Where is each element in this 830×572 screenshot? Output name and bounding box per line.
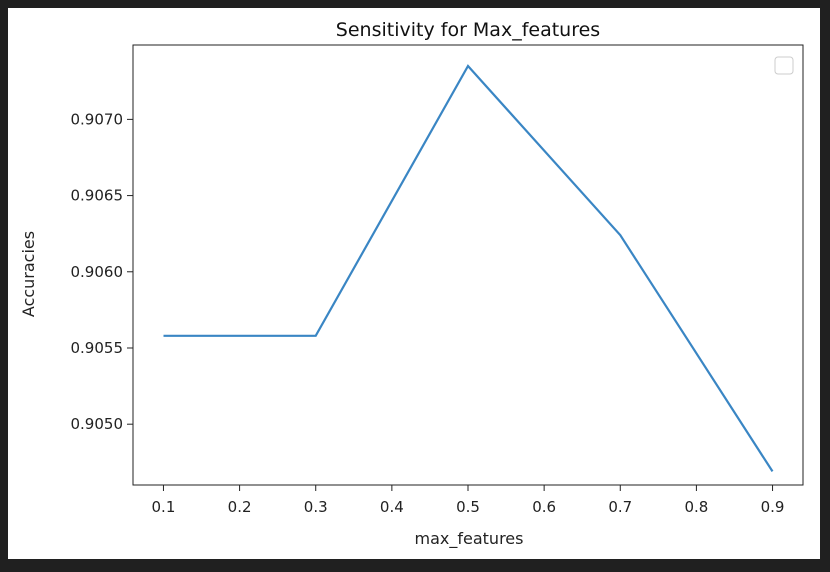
y-axis: 0.9050 0.9055 0.9060 0.9065 0.9070 — [71, 110, 133, 433]
figure-canvas: Sensitivity for Max_features 0.1 0.2 0.3 0.… — [8, 8, 820, 559]
line-chart: Sensitivity for Max_features 0.1 0.2 0.3 0.… — [19, 19, 804, 549]
y-tick-label: 0.9055 — [71, 339, 124, 357]
x-tick-label: 0.8 — [684, 498, 708, 516]
chart-title: Sensitivity for Max_features — [336, 19, 600, 41]
y-tick-label: 0.9065 — [71, 187, 124, 205]
x-tick-label: 0.9 — [761, 498, 785, 516]
x-axis: 0.1 0.2 0.3 0.4 0.5 0.6 0.7 0.8 0.9 — [152, 485, 785, 516]
y-tick-label: 0.9060 — [71, 263, 124, 281]
y-axis-label: Accuracies — [19, 231, 38, 317]
x-tick-label: 0.5 — [456, 498, 480, 516]
x-tick-label: 0.6 — [532, 498, 556, 516]
x-tick-label: 0.4 — [380, 498, 404, 516]
plot-area — [132, 44, 804, 486]
y-tick-label: 0.9050 — [71, 415, 124, 433]
legend-box — [774, 56, 794, 75]
x-tick-label: 0.2 — [228, 498, 252, 516]
x-tick-label: 0.1 — [152, 498, 176, 516]
y-tick-label: 0.9070 — [71, 110, 124, 128]
x-tick-label: 0.7 — [608, 498, 632, 516]
x-tick-label: 0.3 — [304, 498, 328, 516]
x-axis-label: max_features — [415, 529, 524, 549]
series-line-accuracies — [163, 64, 774, 472]
data-points — [163, 66, 773, 472]
